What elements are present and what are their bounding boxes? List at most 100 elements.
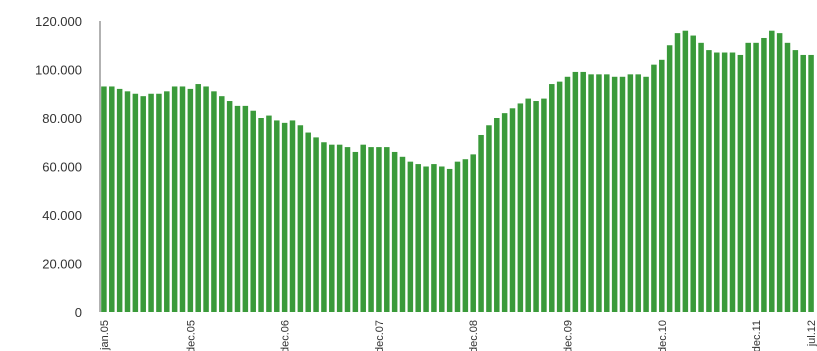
bar (336, 144, 343, 312)
x-tick-label: jul.12 (806, 320, 817, 347)
bar (745, 42, 751, 312)
bar (604, 74, 610, 312)
bar (776, 33, 783, 313)
y-tick-label: 60.000 (42, 160, 82, 175)
bar (156, 93, 162, 312)
bar (596, 74, 602, 312)
bar (541, 98, 547, 312)
bar (132, 93, 139, 312)
bar (368, 147, 374, 312)
bar (140, 96, 146, 312)
bar (721, 52, 728, 313)
bar (101, 86, 107, 312)
bar (116, 88, 123, 313)
bar (195, 84, 201, 312)
y-tick-label: 40.000 (42, 208, 82, 223)
bar (423, 166, 429, 312)
bar (164, 91, 170, 312)
bar (564, 76, 571, 312)
bar (808, 54, 814, 312)
bar (171, 86, 178, 312)
bar (517, 103, 524, 312)
bar (619, 76, 626, 312)
x-tick-label: dec.09 (563, 320, 575, 351)
bar (682, 30, 689, 312)
x-tick-label: dec.07 (374, 320, 386, 351)
bar (470, 154, 476, 313)
bar (376, 147, 382, 312)
bar (769, 30, 775, 312)
x-axis-labels: jan.05 dec.05 dec.06 dec.07 dec.08 dec.09 dec.… (99, 320, 817, 351)
y-tick-label: 0 (75, 305, 82, 320)
bar (462, 159, 469, 312)
bar (588, 74, 594, 312)
bar (706, 50, 712, 312)
bar (179, 86, 186, 312)
bar (391, 151, 398, 312)
bar (352, 151, 359, 312)
bar (446, 168, 453, 312)
bar (737, 54, 744, 312)
bar (580, 71, 586, 313)
bar (344, 147, 351, 312)
bar (384, 147, 390, 312)
y-axis-labels: 0 20.000 40.000 60.000 80.000 100.000 120.000 (35, 14, 82, 320)
bar (431, 164, 437, 312)
bar (556, 81, 563, 313)
bar (611, 76, 618, 312)
bar (313, 137, 319, 312)
bar (297, 125, 304, 313)
bar (486, 125, 492, 313)
bar (666, 45, 673, 312)
bar (501, 113, 508, 313)
bar (698, 42, 704, 312)
bar (784, 42, 791, 312)
bar (674, 33, 681, 313)
bar (203, 86, 209, 312)
bar (533, 101, 539, 312)
bar (407, 161, 414, 312)
bar (729, 52, 736, 313)
bar (226, 101, 233, 312)
y-tick-label: 120.000 (35, 14, 82, 29)
bar (753, 42, 759, 312)
bar (234, 105, 241, 313)
bar (242, 105, 249, 313)
bar (415, 164, 421, 312)
bar (549, 84, 555, 312)
bar (124, 91, 131, 312)
bar (281, 122, 288, 312)
y-tick-label: 100.000 (35, 63, 82, 78)
x-tick-label: jan.05 (99, 320, 111, 351)
bar (321, 142, 327, 312)
bar (714, 52, 720, 313)
bar (478, 134, 484, 312)
bar (800, 54, 806, 312)
bar (643, 76, 649, 312)
bar (761, 37, 767, 312)
bar (627, 74, 634, 312)
bar (360, 144, 366, 312)
bars (101, 30, 814, 313)
bar (187, 88, 194, 313)
bar (274, 120, 280, 313)
bar (219, 96, 225, 312)
bar (399, 156, 406, 312)
bar (509, 108, 516, 312)
x-tick-label: dec.06 (280, 320, 292, 351)
bar (659, 59, 665, 312)
x-tick-label: dec.05 (185, 320, 197, 351)
bar (525, 98, 531, 312)
bar (250, 110, 256, 312)
bar (635, 74, 641, 312)
bar (258, 118, 264, 312)
bar (109, 86, 115, 312)
y-tick-label: 80.000 (42, 111, 82, 126)
bar (305, 132, 311, 312)
bar (329, 144, 335, 312)
bar (572, 71, 579, 313)
bar (690, 35, 696, 313)
bar (792, 50, 799, 312)
bar (266, 115, 272, 312)
